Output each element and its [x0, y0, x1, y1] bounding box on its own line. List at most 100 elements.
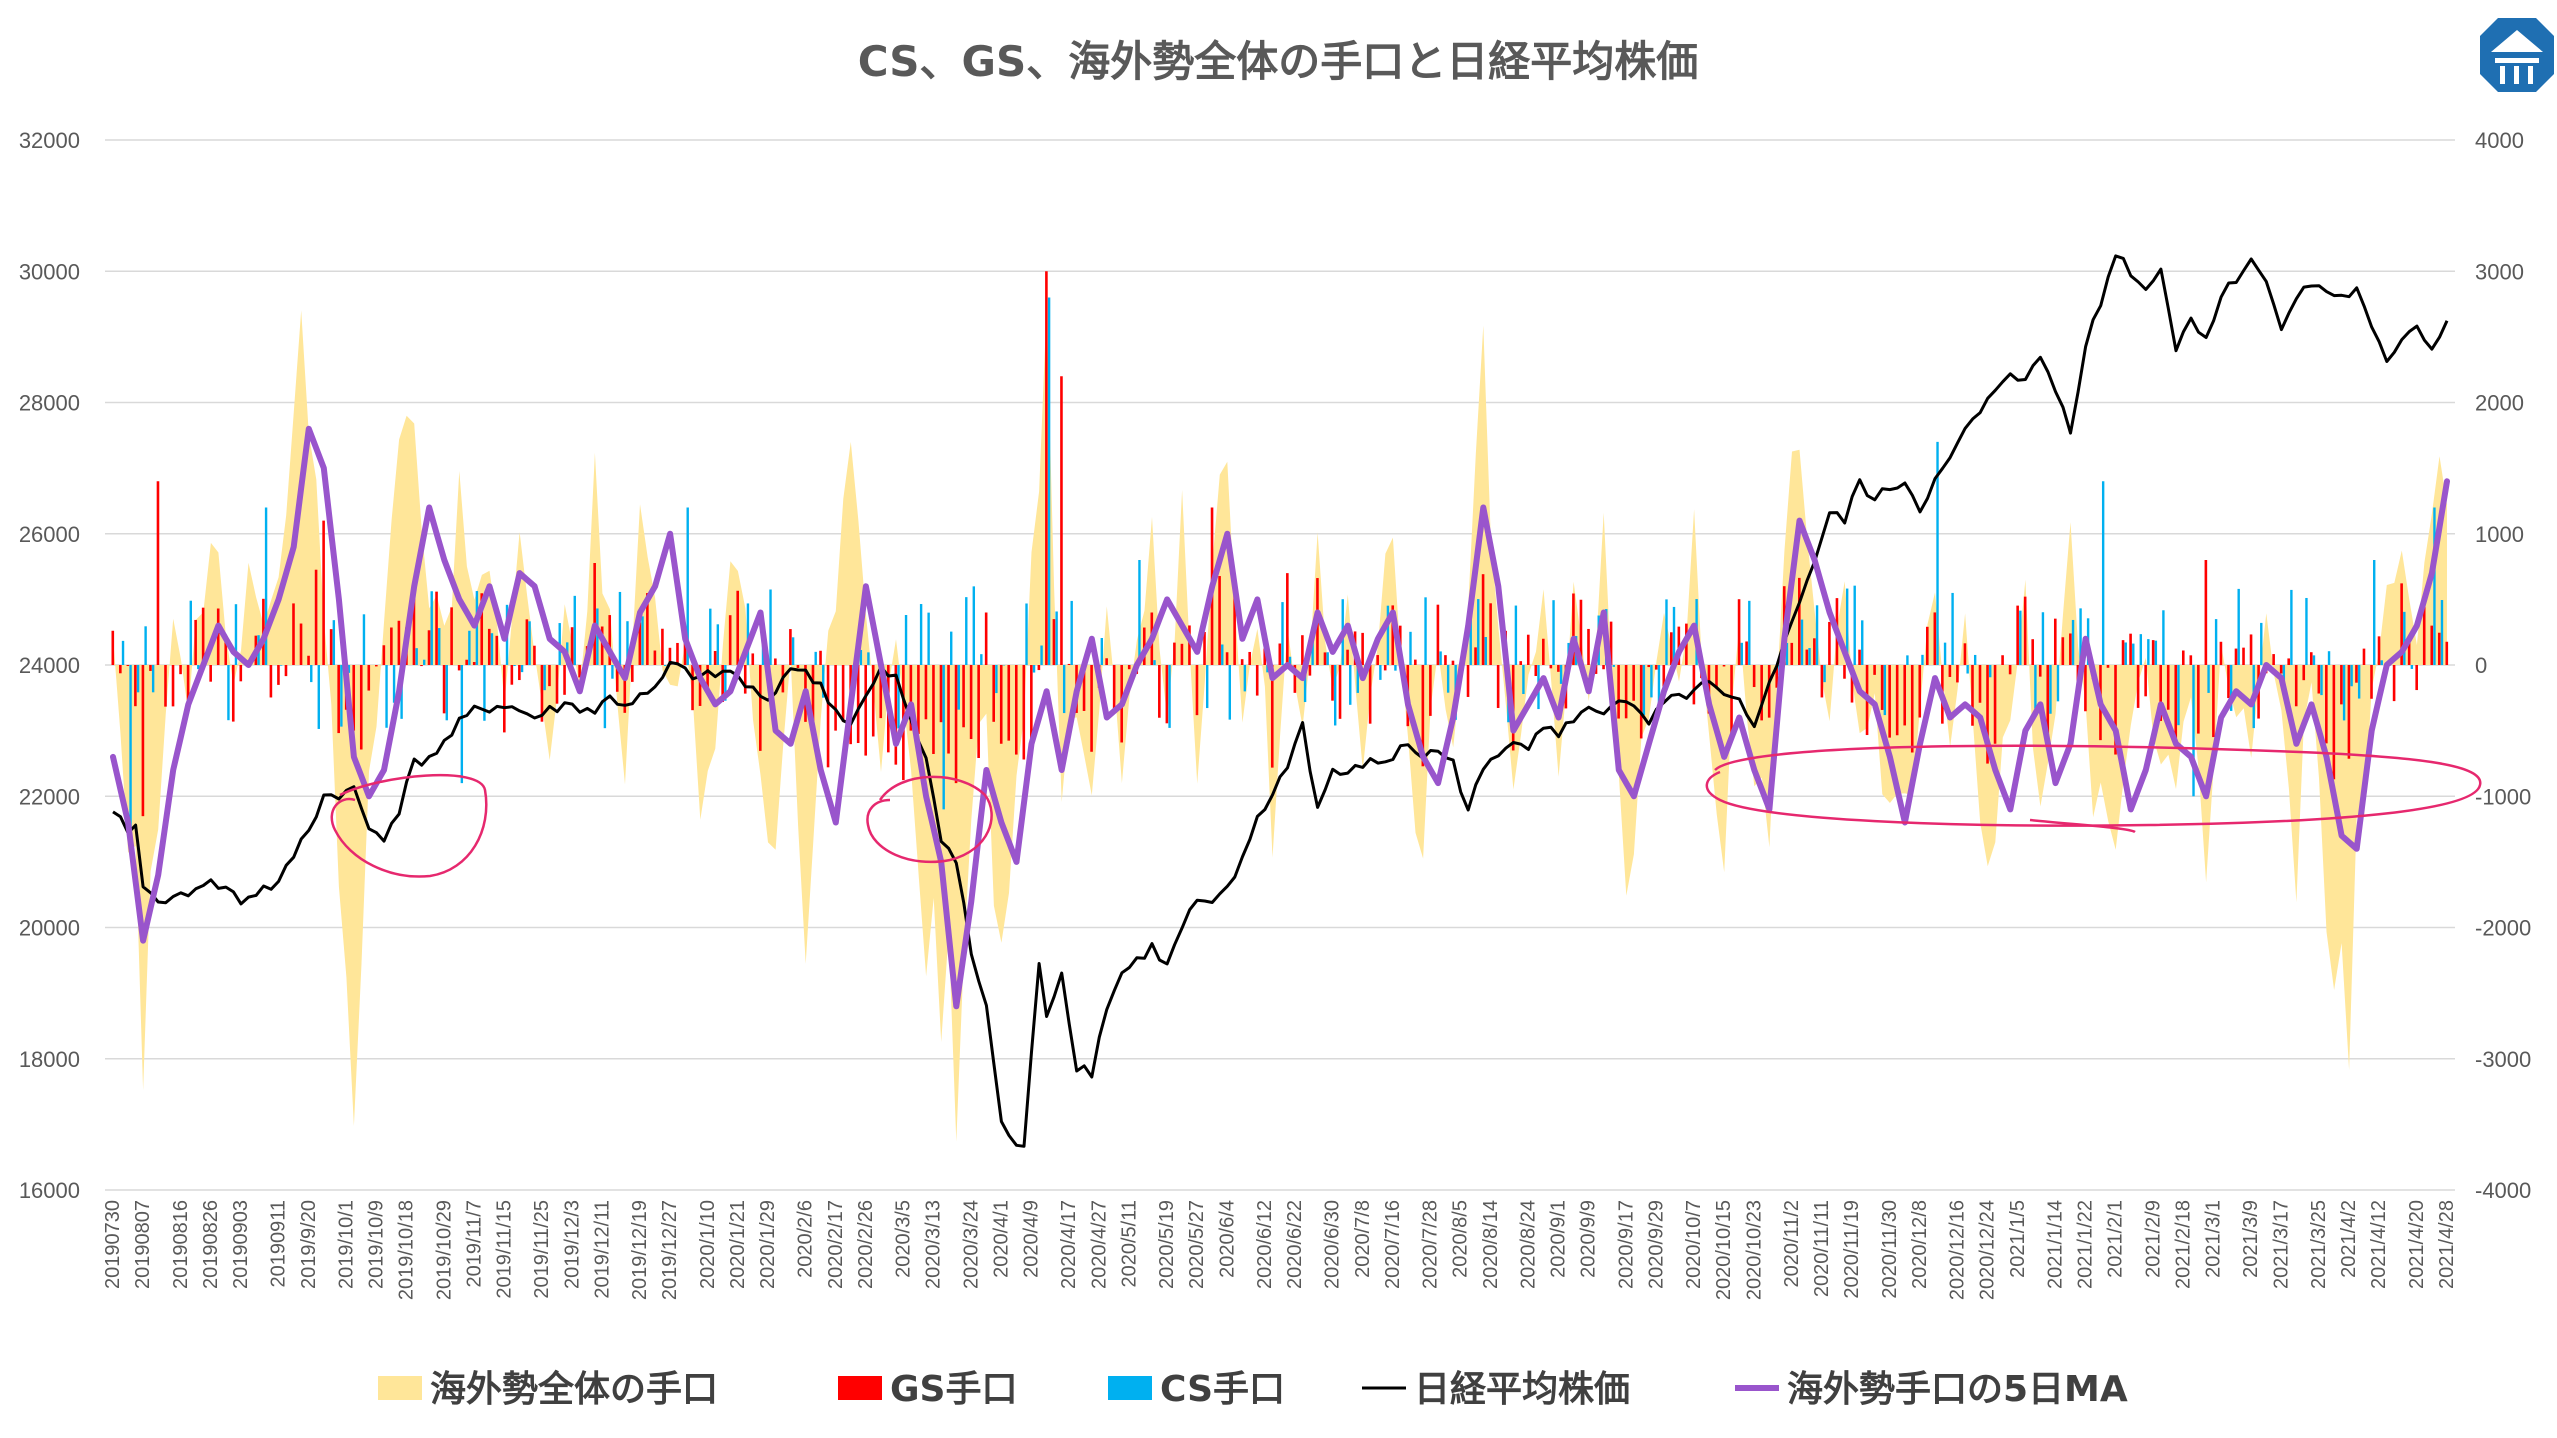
cs-bar [2124, 642, 2127, 665]
gridlines [105, 139, 2455, 1191]
gs-bar [1082, 665, 1086, 711]
x-tick-label: 2020/5/11 [1118, 1200, 1140, 1288]
gs-bar [638, 622, 642, 665]
cs-bar [686, 507, 689, 665]
x-tick-label: 2020/12/8 [1909, 1200, 1931, 1289]
gs-bar [299, 623, 303, 665]
cs-bar [1288, 656, 1292, 665]
x-tick-label: 2020/3/13 [923, 1200, 945, 1289]
x-tick-label: 20190826 [200, 1200, 222, 1289]
gs-bar [126, 665, 130, 667]
cs-bar [1883, 665, 1887, 716]
cs-bar [2305, 597, 2308, 665]
gs-bar [472, 661, 476, 665]
cs-bar [468, 630, 471, 665]
gs-bar [359, 665, 363, 750]
gs-bar [856, 665, 860, 744]
gs-bar [1850, 665, 1854, 703]
gs-bar [1060, 376, 1063, 665]
gs-bar [1647, 665, 1651, 668]
gs-bar [1519, 661, 1523, 665]
cs-bar [279, 665, 283, 666]
cs-bar [2342, 665, 2346, 721]
gs-bar [879, 665, 883, 719]
gs-bar [721, 665, 724, 702]
cs-bar [332, 620, 336, 665]
x-tick-label: 2020/3/24 [960, 1200, 982, 1289]
annotation-circle-2 [866, 775, 993, 864]
cs-bar [415, 648, 418, 665]
cs-bar [1808, 648, 1811, 665]
x-tick-label: 2020/9/17 [1615, 1200, 1637, 1289]
cs-bar [2019, 610, 2022, 665]
cs-bar [1168, 665, 1171, 728]
gs-bar [2377, 636, 2381, 665]
gs-bar [224, 634, 228, 665]
gs-bar [563, 665, 566, 695]
cs-bar [2357, 665, 2361, 699]
gs-bar [533, 645, 536, 665]
nikkei-line [112, 254, 2449, 1148]
gs-bar [119, 665, 122, 674]
gs-bar [1323, 652, 1327, 665]
foreign-total-area [113, 307, 2447, 1142]
gs-bar [1466, 665, 1470, 697]
gs-bar [2445, 641, 2449, 665]
x-tick-label: 2020/6/22 [1284, 1200, 1306, 1289]
gs-bar [1188, 625, 1191, 665]
right-tick-label: 2000 [2475, 391, 2524, 416]
gs-bar [1391, 605, 1395, 665]
gs-bar [2189, 655, 2193, 665]
gs-bar [1368, 665, 1372, 724]
cs-bar [1477, 599, 1480, 665]
gs-bar [2069, 633, 2072, 665]
gs-bar [179, 665, 182, 675]
gs-bar [676, 642, 679, 665]
cs-bar [2147, 639, 2150, 665]
cs-bar [2101, 481, 2105, 665]
cs-bar [543, 665, 546, 691]
right-tick-label: 3000 [2475, 259, 2524, 284]
x-tick-label: 2020/1/10 [697, 1200, 719, 1289]
cs-bar [264, 507, 268, 665]
annotation-ellipse-3 [1705, 744, 2482, 827]
gs-bar [826, 665, 830, 768]
x-tick-label: 2020/8/14 [1480, 1200, 1502, 1289]
gs-bar [518, 665, 521, 681]
gs-bar [284, 665, 288, 677]
gs-bar [1496, 665, 1500, 708]
gs-bar [691, 665, 694, 711]
cs-bar [1861, 620, 1864, 665]
gs-bar [2392, 665, 2396, 702]
gs-bar [397, 620, 401, 665]
gs-bar [2121, 640, 2125, 665]
x-tick-label: 2019/11/7 [463, 1200, 485, 1288]
cs-bar [430, 591, 433, 665]
cs-bar [1672, 606, 1676, 665]
gs-bar [352, 665, 356, 731]
x-tick-label: 2020/9/9 [1578, 1200, 1600, 1278]
right-tick-label: 4000 [2475, 128, 2524, 153]
gs-bar [1195, 665, 1199, 716]
gs-bar [2249, 634, 2253, 665]
x-tick-label: 2020/4/27 [1088, 1200, 1110, 1289]
cs-bar [197, 665, 200, 670]
gs-bar [2294, 665, 2298, 707]
x-tick-label: 2019/12/11 [591, 1200, 613, 1299]
x-tick-label: 2020/9/29 [1645, 1200, 1667, 1289]
x-tick-label: 20190903 [230, 1200, 252, 1289]
cs-bar [2373, 560, 2376, 665]
legend-swatch [838, 1376, 882, 1400]
gs-bar [1233, 595, 1236, 665]
x-tick-label: 2020/6/12 [1254, 1200, 1276, 1289]
gs-bar [216, 608, 220, 665]
cs-bar [1522, 665, 1525, 695]
cs-bar [2041, 612, 2045, 665]
cs-bar [445, 665, 448, 721]
gs-bar [269, 665, 273, 698]
x-tick-label: 2020/3/5 [893, 1200, 915, 1278]
cs-bar [603, 665, 607, 729]
x-tick-label: 2020/4/9 [1021, 1200, 1043, 1278]
x-tick-label: 2020/1/21 [727, 1200, 749, 1289]
gs-bar [623, 665, 627, 713]
